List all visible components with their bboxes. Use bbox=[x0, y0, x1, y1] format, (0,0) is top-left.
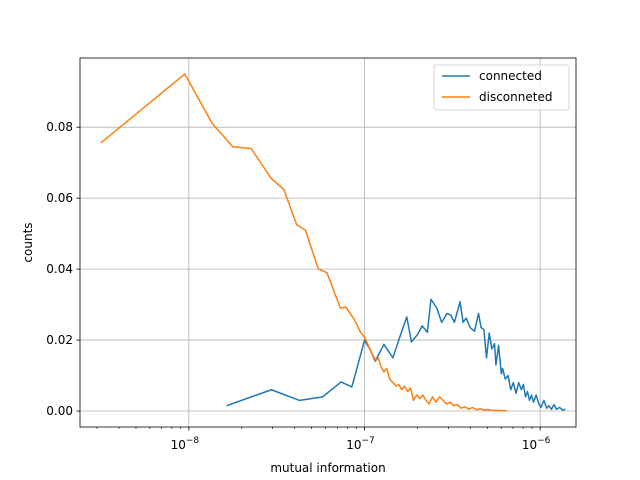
y-tick-label: 0.00 bbox=[46, 404, 73, 418]
grid bbox=[80, 58, 576, 427]
x-tick-label-exponent: −6 bbox=[537, 436, 551, 446]
legend-label-disconneted: disconneted bbox=[479, 90, 552, 104]
x-tick-label-exponent: −8 bbox=[186, 436, 200, 446]
y-axis-label: counts bbox=[21, 222, 35, 262]
x-tick-label: 10−7 bbox=[346, 436, 375, 452]
x-axis-label: mutual information bbox=[270, 461, 385, 475]
x-tick-label-base: 10 bbox=[171, 438, 186, 452]
x-tick-label: 10−6 bbox=[522, 436, 551, 452]
x-tick-label: 10−8 bbox=[171, 436, 200, 452]
legend: connected disconneted bbox=[433, 64, 570, 111]
plot-lines bbox=[100, 73, 566, 412]
y-tick-label: 0.08 bbox=[46, 120, 73, 134]
series-line-disconneted bbox=[100, 73, 508, 412]
plot-frame bbox=[79, 57, 577, 428]
legend-label-connected: connected bbox=[479, 69, 542, 83]
y-axis: 0.00 0.02 0.04 0.06 0.08 bbox=[46, 120, 80, 418]
series-line-connected bbox=[226, 298, 566, 411]
x-tick-label-base: 10 bbox=[522, 438, 537, 452]
y-tick-label: 0.06 bbox=[46, 191, 73, 205]
x-tick-label-base: 10 bbox=[346, 438, 361, 452]
y-tick-label: 0.02 bbox=[46, 333, 73, 347]
x-tick-label-exponent: −7 bbox=[362, 436, 375, 446]
x-axis: 10−8 10−7 10−6 bbox=[96, 427, 551, 452]
y-tick-label: 0.04 bbox=[46, 262, 73, 276]
